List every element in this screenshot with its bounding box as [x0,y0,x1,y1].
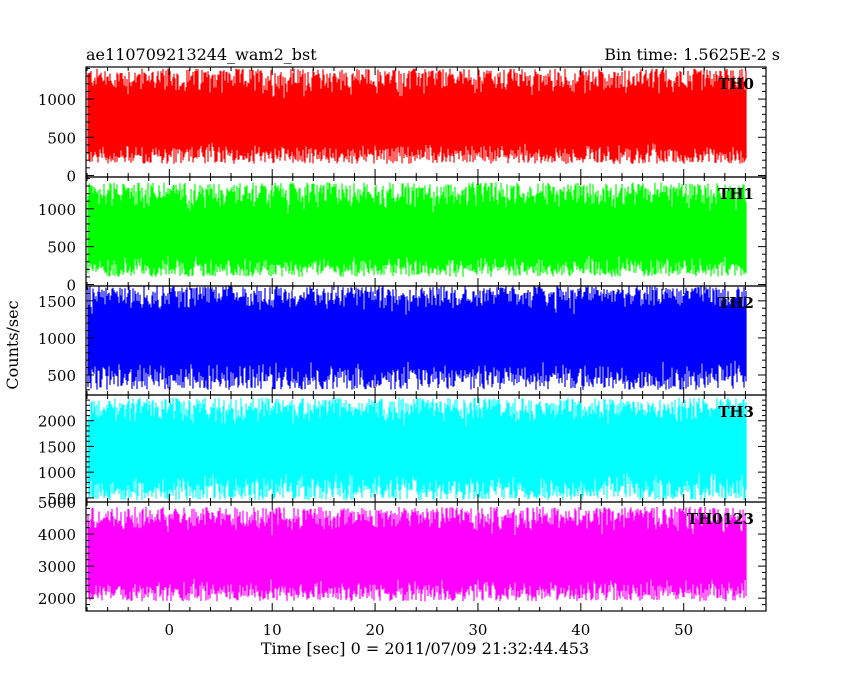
series-th1 [87,182,747,277]
y-axis-label: Counts/sec [3,300,22,389]
y-tick-label: 2000 [38,590,76,608]
panel-th0: 0 500 1000 TH0 [38,66,767,185]
y-tick-label: 0 [66,167,76,185]
y-tick-label: 500 [47,129,76,147]
panel-label-th2: TH2 [718,294,754,312]
x-tick-label: 30 [468,621,487,639]
y-tick-label: 500 [47,239,76,257]
x-tick-label: 50 [674,621,693,639]
series-th0 [87,68,747,164]
x-tick-label: 10 [263,621,282,639]
y-tick-label: 5000 [38,494,76,512]
panel-label-th0123: TH0123 [687,510,754,528]
x-tick-label: 40 [571,621,590,639]
bin-time-label: Bin time: 1.5625E-2 s [604,45,780,64]
panel-frame [85,501,767,612]
y-tick-label: 1500 [38,293,76,311]
plot-title: ae110709213244_wam2_bst [86,45,317,64]
y-tick-label: 1000 [38,201,76,219]
y-tick-label: 500 [47,367,76,385]
y-tick-label: 500 [47,490,76,508]
panel-th2: 500 1000 1500 TH2 [38,285,767,396]
panel-th1: 0 500 1000 TH1 [38,176,767,294]
x-tick-label: 0 [165,621,175,639]
y-tick-label: 4000 [38,526,76,544]
y-tick-label: 1500 [38,438,76,456]
panel-label-th3: TH3 [718,403,754,421]
series-th3 [87,397,747,501]
panel-label-th1: TH1 [718,185,754,203]
x-axis-label: Time [sec] 0 = 2011/07/09 21:32:44.453 [261,639,589,658]
y-tick-label: 0 [66,276,76,294]
y-tick-label: 3000 [38,558,76,576]
x-tick-label: 20 [366,621,385,639]
y-tick-label: 1000 [38,91,76,109]
series-th0123 [87,506,747,602]
y-tick-label: 2000 [38,413,76,431]
y-tick-label: 1000 [38,330,76,348]
panel-th0123: 2000 3000 4000 5000 TH0123 [38,494,767,612]
y-tick-label: 1000 [38,464,76,482]
panel-label-th0: TH0 [718,75,754,93]
panel-th3: 500 1000 1500 2000 TH3 [38,394,767,508]
series-th2 [87,286,747,390]
